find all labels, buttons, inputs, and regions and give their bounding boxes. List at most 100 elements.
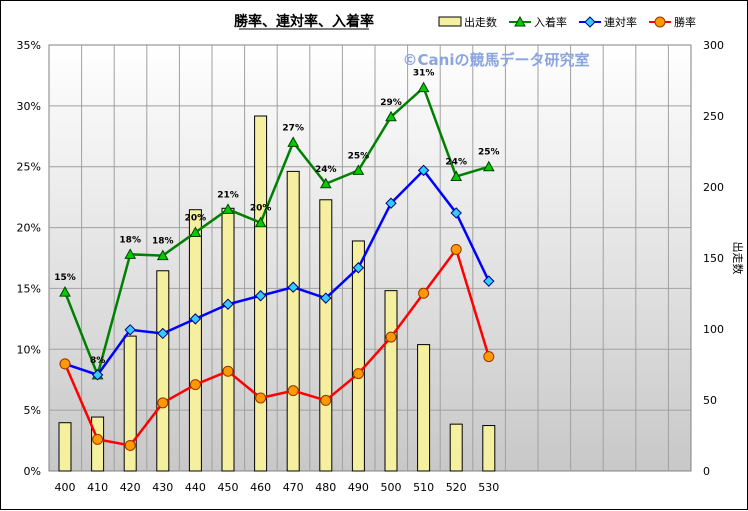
point-marker [189,379,201,391]
series-line [63,246,490,447]
point-marker [352,368,364,380]
data-label: 20% [185,213,207,223]
point-marker [418,287,430,299]
point-marker [320,292,332,304]
point-marker [255,392,267,404]
y-left-tick-label: 0% [24,465,41,478]
data-label: 27% [282,123,304,133]
y-left-tick-label: 5% [24,404,41,417]
point-marker [584,16,596,28]
x-tick-label: 400 [55,481,76,494]
point-marker [385,110,397,122]
point-marker [189,226,202,237]
legend-label: 連対率 [604,15,637,29]
bar [286,170,300,472]
data-labels: 15% 8% 18% 18% 20% 21% 20% 27% 24% 25% 29% 31% 24% 25… [54,69,499,366]
point-marker [320,394,332,406]
legend-label: 出走数 [464,15,497,29]
x-tick-label: 460 [250,481,271,494]
point-marker [189,313,202,325]
point-marker [124,324,136,336]
legend-label: 入着率 [534,15,567,29]
x-tick-label: 510 [413,481,434,494]
y-right-tick-label: 50 [703,394,717,407]
point-marker [482,160,495,172]
data-label: 29% [380,98,402,108]
y-left-tick-label: 25% [17,161,41,174]
bar [156,270,170,472]
point-marker [222,298,234,310]
point-marker [157,327,169,340]
bar [123,335,137,472]
series-line [64,168,490,377]
y-axis-right: 0 50 100 150 200 250 300 [703,39,724,478]
y-left-tick-label: 30% [17,100,41,113]
point-marker [319,177,332,189]
line-series [59,81,495,451]
x-axis: 400 410 420 430 440 450 460 470 480 490 500 510 520 5… [55,481,500,494]
point-marker [654,16,666,28]
point-marker [385,331,397,343]
y-left-tick-label: 15% [17,282,41,295]
y-left-tick-label: 10% [17,343,41,356]
point-marker [91,369,104,381]
data-label: 8% [90,356,105,366]
data-label: 31% [413,69,435,79]
point-marker [450,170,463,181]
point-marker [254,216,267,228]
point-marker [59,286,71,297]
y-right-tick-label: 0 [703,465,710,478]
y-axis-right-title: 出走数 [731,242,745,275]
y-right-tick-label: 150 [703,252,724,265]
y-right-tick-label: 200 [703,181,724,194]
bar [188,209,202,472]
data-label: 15% [54,273,76,283]
point-marker [417,81,430,93]
data-label: 24% [445,157,467,167]
x-tick-label: 420 [120,481,141,494]
point-marker [287,281,299,293]
bar [319,199,333,472]
data-label: 24% [315,165,337,175]
grid-lines [49,45,691,471]
x-tick-label: 440 [185,481,206,494]
x-tick-label: 470 [283,481,304,494]
point-marker [124,248,137,259]
y-axis-left: 0% 5% 10% 15% 20% 25% 30% 35% [17,39,41,478]
y-right-tick-label: 100 [703,323,724,336]
watermark: ©Caniの競馬データ研究室 [403,51,590,69]
y-right-tick-label: 250 [703,110,724,123]
data-label: 18% [119,235,141,245]
point-marker [450,207,462,219]
y-right-tick-label: 300 [703,39,724,52]
data-label: 25% [478,148,500,158]
bar [384,290,398,472]
x-tick-label: 450 [218,481,239,494]
point-marker [222,365,234,377]
x-tick-label: 410 [87,481,108,494]
point-marker [222,203,234,214]
point-marker [352,164,365,175]
y-left-tick-label: 35% [17,39,41,52]
x-tick-label: 530 [478,481,499,494]
bar [221,207,235,472]
data-label: 18% [152,237,174,247]
legend: 出走数 入着率 連対率 勝率 [438,15,696,29]
x-tick-label: 430 [152,481,173,494]
y-left-tick-label: 20% [17,222,41,235]
data-label: 21% [217,190,239,200]
chart-title: 勝率、連対率、入着率 [234,13,374,30]
point-marker [352,262,365,274]
point-marker [287,136,300,147]
point-marker [483,275,495,287]
point-marker [157,397,169,409]
point-marker [124,439,136,451]
plot-area [48,44,692,472]
bar [351,240,365,472]
bar [482,425,496,472]
point-marker [385,197,397,209]
bar [449,423,463,472]
data-label: 20% [250,204,272,214]
